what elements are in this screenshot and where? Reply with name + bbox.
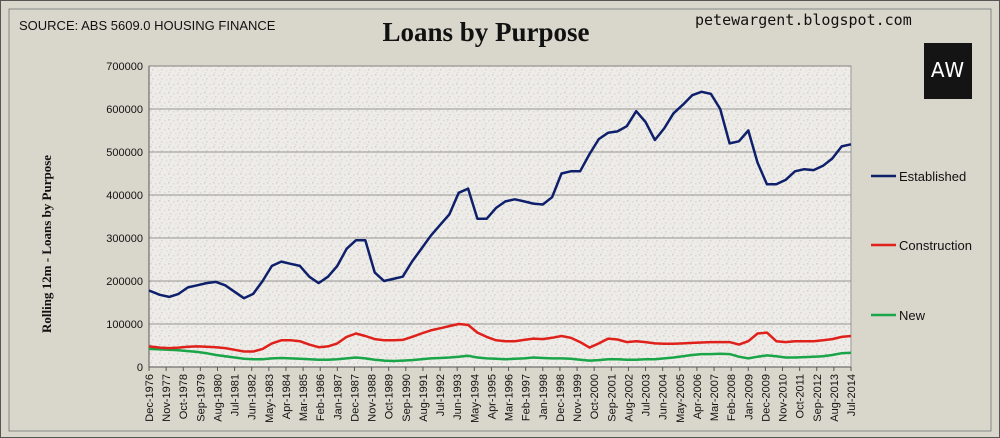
- y-tick-label: 300000: [106, 233, 143, 245]
- y-tick-label: 500000: [106, 147, 143, 159]
- x-tick-label: Nov-1977: [161, 374, 173, 422]
- x-tick-label: Mar-2007: [709, 374, 721, 421]
- x-tick-label: Nov-2010: [778, 374, 790, 422]
- chart-title: Loans by Purpose: [382, 17, 590, 47]
- legend-label-construction: Construction: [899, 238, 972, 253]
- y-axis-label: Rolling 12m - Loans by Purpose: [39, 155, 54, 333]
- x-tick-label: Jul-1981: [230, 374, 242, 416]
- x-tick-label: Aug-1991: [418, 374, 430, 422]
- x-tick-label: Jun-2004: [658, 374, 670, 420]
- x-tick-label: Sep-1979: [195, 374, 207, 422]
- x-tick-label: Feb-2008: [726, 374, 738, 421]
- x-tick-label: May-1994: [469, 374, 481, 423]
- x-tick-label: Oct-2011: [795, 374, 807, 418]
- x-tick-label: Jun-1982: [247, 374, 259, 420]
- source-label: SOURCE: ABS 5609.0 HOUSING FINANCE: [19, 18, 276, 33]
- x-tick-label: Mar-1985: [298, 374, 310, 421]
- x-tick-label: Dec-1976: [144, 374, 156, 422]
- legend-label-established: Established: [899, 169, 966, 184]
- logo-text: AW: [930, 58, 966, 82]
- y-tick-label: 200000: [106, 276, 143, 288]
- x-tick-label: Jan-2009: [743, 374, 755, 420]
- x-tick-label: Dec-2009: [760, 374, 772, 422]
- x-tick-label: Jul-2014: [846, 374, 858, 416]
- x-tick-label: Jul-1992: [435, 374, 447, 416]
- x-tick-label: Dec-1998: [555, 374, 567, 422]
- y-tick-label: 600000: [106, 104, 143, 116]
- x-tick-label: Jul-2003: [641, 374, 653, 416]
- y-tick-label: 700000: [106, 61, 143, 73]
- x-tick-label: Oct-1989: [384, 374, 396, 419]
- x-tick-label: Oct-1978: [178, 374, 190, 419]
- x-tick-label: Aug-1980: [212, 374, 224, 422]
- x-tick-label: Aug-2013: [829, 374, 841, 422]
- chart-area-border: [8, 8, 992, 432]
- x-tick-label: Apr-1984: [281, 374, 293, 419]
- series-line-new: [148, 347, 852, 363]
- x-tick-label: Feb-1997: [521, 374, 533, 421]
- series-line-established: [148, 90, 852, 300]
- x-tick-label: Sep-2012: [812, 374, 824, 422]
- x-tick-label: May-1983: [264, 374, 276, 423]
- x-tick-label: Jan-1987: [332, 374, 344, 420]
- x-tick-label: Oct-2000: [589, 374, 601, 419]
- plot-area: [148, 65, 852, 368]
- x-tick-label: Aug-2002: [623, 374, 635, 422]
- series-line-construction: [148, 322, 852, 353]
- x-tick-label: Mar-1996: [504, 374, 516, 421]
- blog-url: petewargent.blogspot.com: [695, 11, 912, 29]
- x-tick-label: Sep-2001: [606, 374, 618, 422]
- x-tick-label: Apr-1995: [486, 374, 498, 419]
- x-tick-label: Apr-2006: [692, 374, 704, 419]
- x-tick-label: Nov-1988: [367, 374, 379, 422]
- x-tick-label: Sep-1990: [401, 374, 413, 422]
- x-tick-label: Jan-1998: [538, 374, 550, 420]
- y-tick-label: 0: [137, 362, 143, 374]
- y-tick-label: 400000: [106, 190, 143, 202]
- y-tick-label: 100000: [106, 319, 143, 331]
- aw-logo: AW: [924, 43, 972, 99]
- x-tick-label: May-2005: [675, 374, 687, 423]
- x-tick-label: Nov-1999: [572, 374, 584, 422]
- legend-label-new: New: [899, 308, 926, 323]
- x-tick-label: Feb-1986: [315, 374, 327, 421]
- x-tick-label: Dec-1987: [349, 374, 361, 422]
- x-tick-label: Jun-1993: [452, 374, 464, 420]
